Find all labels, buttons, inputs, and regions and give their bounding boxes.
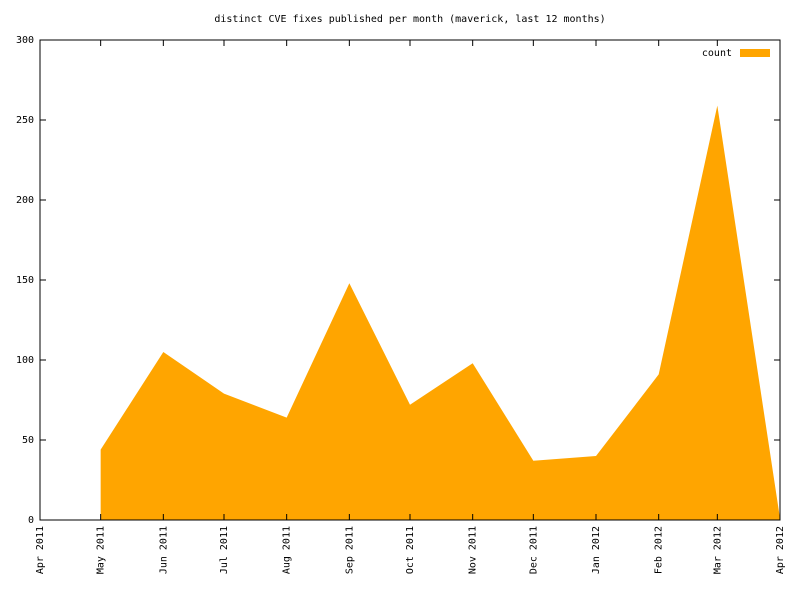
x-tick-label: Jan 2012 — [591, 526, 602, 574]
chart-title: distinct CVE fixes published per month (… — [214, 14, 605, 25]
y-tick-label: 250 — [16, 115, 34, 126]
y-tick-label: 300 — [16, 35, 34, 46]
y-tick-label: 100 — [16, 355, 34, 366]
x-tick-label: Aug 2011 — [282, 526, 293, 574]
y-tick-label: 150 — [16, 275, 34, 286]
area — [100, 105, 780, 520]
x-tick-label: Jun 2011 — [158, 526, 169, 574]
x-tick-label: Dec 2011 — [528, 526, 539, 574]
x-tick-label: Apr 2011 — [35, 526, 46, 574]
y-tick-label: 200 — [16, 195, 34, 206]
x-tick-label: Sep 2011 — [344, 526, 355, 574]
x-tick-label: Apr 2012 — [775, 526, 786, 574]
x-tick-label: May 2011 — [96, 526, 107, 574]
x-tick-label: Feb 2012 — [654, 526, 665, 574]
x-tick-label: Mar 2012 — [712, 526, 723, 574]
y-tick-label: 0 — [28, 515, 34, 526]
legend-swatch — [740, 49, 770, 57]
legend-label: count — [702, 48, 732, 59]
x-tick-label: Nov 2011 — [468, 526, 479, 574]
x-tick-label: Jul 2011 — [219, 526, 230, 574]
x-tick-label: Oct 2011 — [405, 526, 416, 574]
y-tick-label: 50 — [22, 435, 34, 446]
